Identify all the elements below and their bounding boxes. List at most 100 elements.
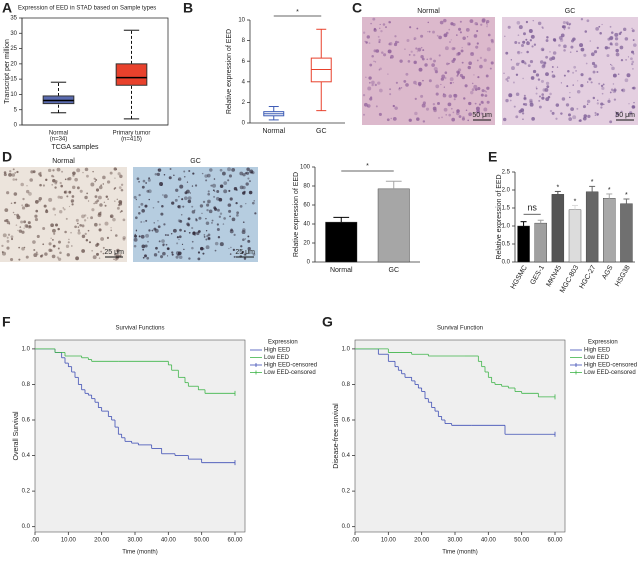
cell-nucleus bbox=[447, 102, 452, 107]
cell-nucleus bbox=[525, 20, 529, 24]
cell-nucleus bbox=[59, 181, 62, 185]
cell-nucleus bbox=[594, 111, 597, 114]
cell-nucleus bbox=[450, 39, 452, 41]
cell-nucleus bbox=[592, 96, 596, 100]
cell-nucleus bbox=[20, 182, 24, 187]
x-tick-label: 20.00 bbox=[94, 538, 110, 544]
cell-nucleus bbox=[253, 200, 255, 202]
y-tick-label: 8 bbox=[242, 38, 246, 44]
cell-nucleus bbox=[119, 211, 122, 213]
cell-nucleus bbox=[81, 234, 86, 239]
cell-nucleus bbox=[116, 248, 120, 253]
cell-nucleus bbox=[9, 257, 14, 262]
cell-nucleus bbox=[175, 255, 179, 259]
cell-nucleus bbox=[370, 22, 372, 25]
cell-nucleus bbox=[94, 195, 98, 198]
cell-nucleus bbox=[615, 48, 619, 53]
cell-nucleus bbox=[432, 102, 436, 106]
cell-nucleus bbox=[545, 55, 548, 59]
cell-nucleus bbox=[4, 208, 9, 213]
cell-nucleus bbox=[555, 117, 558, 120]
cell-nucleus bbox=[223, 189, 228, 194]
cell-nucleus bbox=[25, 189, 30, 194]
cell-nucleus bbox=[83, 219, 87, 222]
cell-nucleus bbox=[213, 195, 216, 198]
cell-nucleus bbox=[563, 74, 566, 77]
cell-nucleus bbox=[215, 196, 220, 201]
legend-label: Low EED bbox=[584, 355, 610, 361]
cell-nucleus bbox=[621, 88, 624, 92]
cell-nucleus bbox=[426, 58, 429, 61]
cell-nucleus bbox=[142, 248, 145, 251]
cell-nucleus bbox=[135, 229, 138, 231]
cell-nucleus bbox=[245, 182, 249, 186]
cell-nucleus bbox=[612, 83, 615, 85]
image-title: Normal bbox=[52, 158, 75, 165]
cell-nucleus bbox=[562, 21, 566, 25]
cell-nucleus bbox=[485, 22, 488, 24]
cell-nucleus bbox=[471, 82, 474, 85]
cell-nucleus bbox=[421, 57, 425, 61]
cell-nucleus bbox=[79, 189, 83, 193]
cell-nucleus bbox=[614, 42, 619, 47]
x-tick-label: .00 bbox=[31, 538, 40, 544]
cell-nucleus bbox=[114, 177, 116, 179]
cell-nucleus bbox=[21, 206, 26, 210]
cell-nucleus bbox=[521, 112, 525, 115]
cell-nucleus bbox=[560, 112, 563, 115]
cell-nucleus bbox=[368, 76, 372, 80]
cell-nucleus bbox=[580, 73, 584, 77]
cell-nucleus bbox=[516, 50, 521, 55]
cell-nucleus bbox=[64, 178, 67, 181]
cell-nucleus bbox=[163, 223, 166, 226]
cell-nucleus bbox=[529, 59, 534, 64]
cell-nucleus bbox=[240, 245, 243, 248]
cell-nucleus bbox=[422, 79, 424, 82]
cell-nucleus bbox=[72, 174, 75, 177]
cell-nucleus bbox=[590, 81, 593, 84]
cell-nucleus bbox=[452, 82, 454, 84]
cell-nucleus bbox=[228, 189, 231, 192]
cell-nucleus bbox=[387, 73, 389, 75]
cell-nucleus bbox=[631, 62, 634, 66]
cell-nucleus bbox=[8, 223, 11, 225]
cell-nucleus bbox=[448, 41, 451, 44]
cell-nucleus bbox=[94, 180, 96, 183]
cell-nucleus bbox=[114, 253, 117, 256]
y-tick-label: 0 bbox=[242, 121, 246, 127]
cell-nucleus bbox=[521, 52, 523, 54]
cell-nucleus bbox=[157, 251, 160, 253]
cell-nucleus bbox=[480, 112, 483, 115]
cell-nucleus bbox=[22, 197, 25, 201]
cell-nucleus bbox=[570, 45, 574, 49]
cell-nucleus bbox=[595, 26, 599, 31]
cell-nucleus bbox=[146, 256, 150, 260]
cell-nucleus bbox=[52, 228, 56, 233]
cell-nucleus bbox=[251, 201, 255, 205]
cell-nucleus bbox=[188, 231, 191, 234]
cell-nucleus bbox=[98, 257, 101, 259]
cell-nucleus bbox=[166, 255, 169, 257]
cell-nucleus bbox=[533, 43, 537, 46]
cell-nucleus bbox=[464, 84, 468, 88]
cell-nucleus bbox=[244, 238, 247, 240]
cell-nucleus bbox=[514, 41, 518, 45]
cell-nucleus bbox=[484, 94, 488, 97]
cell-nucleus bbox=[52, 244, 56, 248]
cell-nucleus bbox=[235, 202, 238, 205]
cell-nucleus bbox=[388, 42, 391, 46]
cell-nucleus bbox=[572, 37, 576, 41]
cell-nucleus bbox=[609, 36, 613, 41]
cell-nucleus bbox=[178, 195, 180, 198]
cell-nucleus bbox=[119, 174, 123, 179]
cell-nucleus bbox=[16, 215, 21, 220]
cell-nucleus bbox=[466, 42, 471, 46]
cell-nucleus bbox=[389, 88, 392, 91]
cell-nucleus bbox=[443, 33, 448, 38]
cell-nucleus bbox=[86, 174, 89, 178]
bar bbox=[325, 221, 358, 263]
cell-nucleus bbox=[159, 182, 164, 186]
cell-nucleus bbox=[433, 59, 436, 63]
cell-nucleus bbox=[631, 27, 633, 29]
cell-nucleus bbox=[219, 184, 224, 188]
